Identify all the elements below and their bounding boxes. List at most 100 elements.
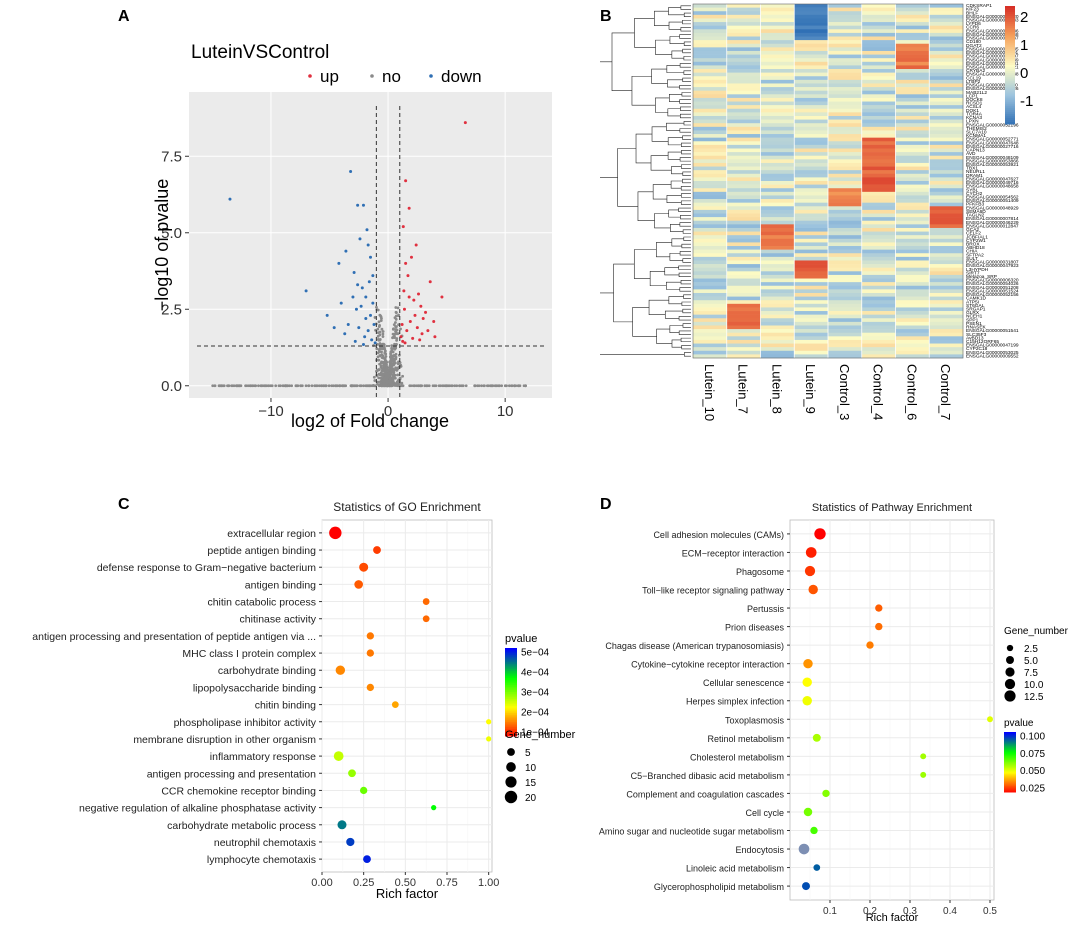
data-point-no: [391, 377, 395, 381]
heatmap-cell: [794, 271, 829, 276]
heatmap-cell: [895, 170, 930, 175]
legend-pvalue-colorbar-segment: [1004, 757, 1016, 759]
y-term-label: Retinol metabolism: [707, 734, 784, 744]
colorbar-segment: [1005, 88, 1015, 92]
heatmap-cell: [760, 307, 795, 312]
dendrogram-branch: [678, 207, 691, 213]
data-point-no: [238, 384, 242, 388]
heatmap-cell: [794, 69, 829, 73]
data-point-no: [400, 381, 404, 385]
heatmap-cell: [693, 303, 728, 308]
heatmap-cell: [693, 249, 728, 254]
colorbar-segment: [1005, 9, 1015, 13]
heatmap-cell: [693, 285, 728, 290]
row-label: CAMK1D: [966, 296, 987, 302]
heatmap-cell: [861, 249, 896, 254]
column-label: Lutein_9: [803, 364, 818, 414]
heatmap-cell: [828, 101, 863, 106]
dendrogram-branch: [669, 252, 683, 261]
dendrogram-branch: [654, 213, 671, 229]
legend-pvalue-colorbar-segment: [505, 690, 517, 693]
data-point-no: [455, 384, 459, 388]
colorbar-segment: [1005, 80, 1015, 84]
row-label: ENSGALG00000048658: [966, 184, 1019, 190]
legend-pvalue-colorbar-segment: [1004, 764, 1016, 767]
data-point: [391, 701, 399, 708]
y-term-label: chitin catabolic process: [207, 597, 316, 609]
dendrogram-branch: [683, 56, 691, 61]
heatmap-cell: [693, 148, 728, 153]
heatmap-cell: [726, 40, 761, 45]
heatmap-cell: [693, 144, 728, 149]
heatmap-cell: [929, 47, 964, 52]
heatmap-cell: [929, 249, 964, 254]
heatmap-cell: [828, 43, 863, 48]
y-term-label: chitinase activity: [240, 614, 317, 626]
heatmap-cell: [895, 249, 930, 254]
legend-pvalue-colorbar-segment: [505, 651, 517, 654]
heatmap-cell: [726, 22, 761, 26]
data-point-no: [317, 384, 321, 388]
heatmap-cell: [760, 347, 795, 352]
data-point-down: [325, 313, 329, 317]
legend-pvalue-colorbar-segment: [505, 714, 517, 718]
heatmap-cell: [861, 318, 896, 323]
data-point: [373, 546, 381, 554]
heatmap-cell: [828, 217, 863, 222]
heatmap-cell: [929, 206, 964, 211]
heatmap-cell: [794, 14, 829, 19]
heatmap-cell: [861, 54, 896, 59]
heatmap-cell: [693, 188, 728, 193]
heatmap-cell: [861, 97, 896, 102]
heatmap-cell: [895, 224, 930, 229]
row-label: CCR6: [966, 25, 979, 31]
heatmap-cell: [760, 321, 795, 326]
dendrogram-branch: [682, 178, 691, 184]
heatmap-cell: [861, 343, 896, 348]
legend-pvalue-colorbar-segment: [505, 702, 517, 705]
legend-pvalue-tick: 0.025: [1020, 784, 1045, 795]
data-point-no: [409, 384, 413, 388]
heatmap-cell: [693, 184, 728, 189]
heatmap-cell: [828, 238, 863, 243]
legend-pvalue-tick: 5e−04: [521, 648, 550, 659]
legend-pvalue-colorbar-segment: [505, 716, 517, 719]
dendrogram-branch: [678, 316, 691, 321]
heatmap-cell: [760, 199, 795, 203]
data-point-no: [382, 376, 386, 379]
heatmap-cell: [929, 32, 964, 37]
heatmap-cell: [895, 79, 930, 84]
data-point-up: [407, 206, 411, 210]
heatmap-cell: [794, 199, 829, 203]
heatmap-cell: [828, 227, 863, 232]
heatmap-cell: [929, 181, 964, 185]
legend-pvalue-tick: 0.075: [1020, 749, 1045, 760]
data-point-up: [428, 280, 432, 284]
data-point-no: [433, 384, 437, 388]
data-point: [354, 580, 363, 589]
heatmap-cell: [861, 126, 896, 131]
y-term-label: Cytokine−cytokine receptor interaction: [631, 660, 784, 670]
heatmap-cell: [828, 79, 863, 84]
colorbar-segment: [1005, 120, 1015, 123]
heatmap-cell: [895, 7, 930, 12]
dendrogram-branch: [682, 229, 691, 234]
data-point-no: [274, 384, 278, 388]
heatmap-cell: [693, 256, 728, 261]
heatmap-cell: [726, 213, 761, 218]
row-label: SEMA6D: [966, 209, 986, 215]
heatmap-cell: [693, 260, 728, 265]
heatmap-cell: [895, 278, 930, 283]
row-label: ENSGALG00000000901: [966, 61, 1019, 67]
row-label: AVD: [966, 151, 976, 157]
heatmap-cell: [726, 307, 761, 312]
data-point-down: [357, 326, 361, 330]
heatmap-cell: [828, 329, 863, 334]
data-point-down: [366, 329, 370, 333]
y-term-label: Chagas disease (American trypanosomiasis…: [605, 641, 784, 651]
data-point-down: [344, 249, 348, 253]
heatmap-cell: [828, 32, 863, 37]
legend-label-down: down: [441, 67, 482, 86]
heatmap-cell: [929, 274, 964, 279]
heatmap-cell: [828, 318, 863, 323]
